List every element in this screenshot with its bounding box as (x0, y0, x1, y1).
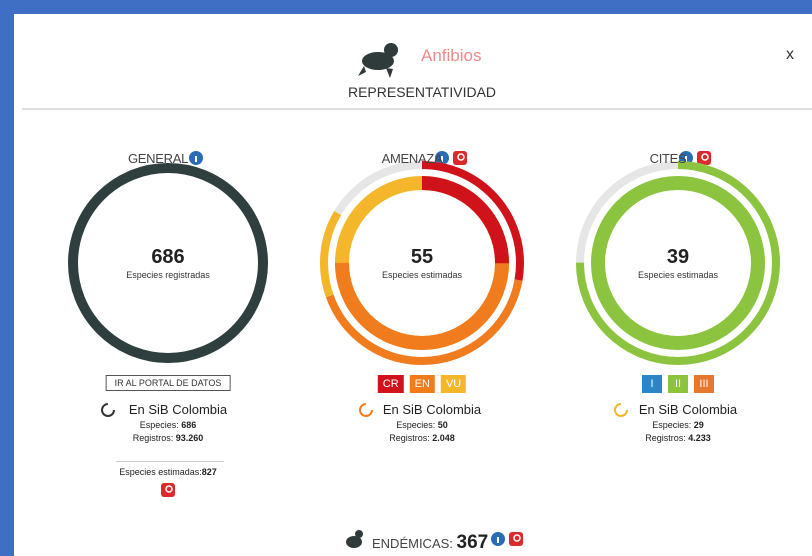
info-icon (189, 151, 203, 165)
species-line: Especies: 29 (652, 420, 704, 430)
endemic-label: ENDÉMICAS: 367 (372, 532, 488, 554)
close-button[interactable]: x (786, 46, 794, 63)
records-value: 93.260 (175, 433, 204, 443)
header-title: Anfibios (421, 46, 482, 65)
section-title: AMENAZA (381, 151, 443, 166)
ring (68, 163, 268, 363)
cites-rings (576, 161, 780, 365)
badge[interactable]: EN (409, 375, 435, 393)
estimated-label: Especies estimadas: (119, 467, 202, 477)
info-icon (435, 151, 449, 165)
records-label: Registros: (389, 433, 430, 443)
estimated-value: 827 (201, 467, 217, 477)
search-icon (509, 532, 523, 546)
records-label: Registros: (132, 433, 174, 443)
records-line: Registros: 4.233 (645, 433, 711, 443)
records-value: 4.233 (688, 433, 711, 443)
section-title: GENERAL (127, 151, 189, 166)
source: En SiB Colombia (382, 402, 482, 417)
section-caption: Especies registradas (126, 270, 210, 280)
species-value: 50 (437, 420, 448, 430)
species-label: Especies: (396, 420, 436, 430)
endemic-label-text: ENDÉMICAS: (372, 536, 453, 551)
search-icon (161, 483, 175, 497)
panel: Anfibios REPRESENTATIVIDAD x GENERAL 686 E… (14, 14, 812, 556)
records-line: Registros: 93.260 (133, 433, 204, 443)
records-value: 2.048 (432, 433, 455, 443)
section-caption: Especies estimadas (381, 270, 463, 280)
search-icon (697, 151, 711, 165)
records-line: Registros: 2.048 (389, 433, 455, 443)
badge[interactable]: VU (440, 375, 467, 393)
source: En SiB Colombia (128, 402, 228, 417)
section-value: 55 (410, 246, 434, 268)
section-value: 39 (666, 246, 690, 268)
section-caption: Especies estimadas (637, 270, 719, 280)
badge[interactable]: I (642, 375, 662, 393)
frog-icon (358, 43, 398, 78)
badges: I II III (639, 374, 717, 393)
species-label: Especies: (139, 420, 179, 430)
section-value: 686 (151, 246, 185, 268)
search-icon (453, 151, 467, 165)
badge[interactable]: CR (377, 375, 404, 393)
badge[interactable]: III (694, 375, 714, 393)
loader-icon (101, 403, 628, 417)
species-label: Especies: (652, 420, 692, 430)
species-value: 686 (181, 420, 197, 430)
estimated-line: Especies estimadas:827 (119, 467, 217, 477)
species-line: Especies: 686 (140, 420, 197, 430)
endemic-value: 367 (456, 532, 489, 553)
badges: CR EN VU (375, 374, 469, 393)
divider (116, 461, 224, 462)
records-label: Registros: (645, 433, 686, 443)
source: En SiB Colombia (638, 402, 738, 417)
endemic-icon (346, 530, 363, 548)
portal-button[interactable]: IR AL PORTAL DE DATOS (105, 375, 231, 391)
species-line: Especies: 50 (396, 420, 448, 430)
section-title: CITES (649, 151, 687, 166)
info-icon (491, 532, 505, 546)
graphics (22, 43, 812, 548)
threat-rings (320, 161, 524, 365)
species-value: 29 (693, 420, 704, 430)
badge[interactable]: II (668, 375, 688, 393)
header-subtitle: REPRESENTATIVIDAD (347, 84, 497, 100)
